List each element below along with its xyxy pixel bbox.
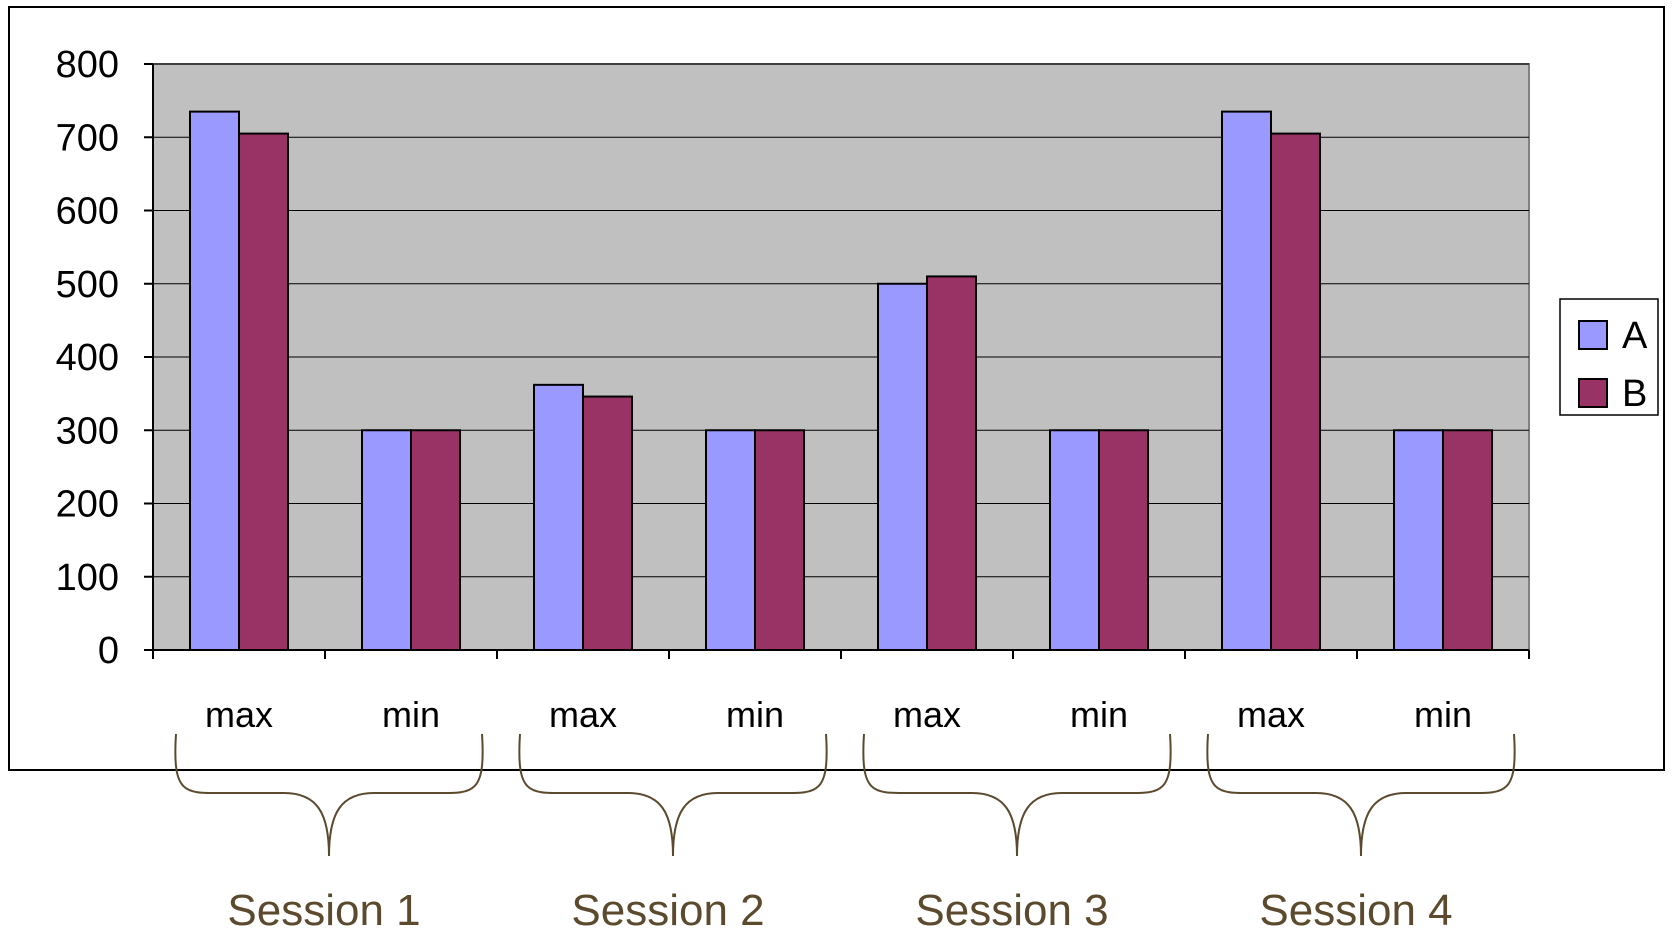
x-tick-label-min: min [1070,694,1128,735]
y-tick-label: 800 [56,44,119,86]
session-labels: Session 1 Session 2 Session 3 Session 4 [227,886,1452,930]
session-brackets [174,733,1516,857]
bar-B-min [410,429,461,651]
session-label: Session 3 [915,886,1108,930]
bar-B-min [1098,429,1149,651]
y-tick-label: 700 [56,117,119,159]
y-tick-label: 300 [56,410,119,452]
y-tick-labels: 0 100 200 300 400 500 600 700 800 [56,44,119,672]
axis-ticks [144,63,1530,659]
bars [189,110,1493,652]
session-bracket [1206,733,1516,857]
bar-A-min [1393,429,1444,651]
y-tick-label: 500 [56,264,119,306]
legend-label-B: B [1622,373,1647,415]
x-tick-labels: max min max min max min max min [205,694,1472,735]
bar-A-min [1049,429,1100,651]
x-tick-label-min: min [726,694,784,735]
session-bracket [518,733,828,857]
bar-B-min [1442,429,1493,651]
session-label: Session 4 [1259,886,1452,930]
y-tick-label: 400 [56,337,119,379]
bar-B-min [754,429,805,651]
bar-B-max [582,395,633,651]
legend-swatch-A [1578,320,1608,350]
legend-swatch-B [1578,378,1608,408]
bar-A-max [533,383,584,651]
session-label: Session 1 [227,886,420,930]
session-bracket [174,733,484,857]
x-tick-label-min: min [382,694,440,735]
x-tick-label-min: min [1414,694,1472,735]
session-bracket [862,733,1172,857]
bar-B-max [926,275,977,651]
y-tick-label: 600 [56,191,119,233]
legend-label-A: A [1622,315,1648,357]
bar-A-min [361,429,412,651]
x-tick-label-max: max [893,694,961,735]
legend: AB [1559,298,1659,416]
y-tick-label: 200 [56,484,119,526]
bar-A-max [1221,110,1272,652]
bar-B-max [238,132,289,651]
y-tick-label: 100 [56,557,119,599]
session-label: Session 2 [571,886,764,930]
bar-A-max [189,110,240,652]
bar-A-min [705,429,756,651]
bar-B-max [1270,132,1321,651]
y-tick-label: 0 [98,630,119,672]
x-tick-label-max: max [1237,694,1305,735]
x-tick-label-max: max [205,694,273,735]
x-tick-label-max: max [549,694,617,735]
bar-A-max [877,282,928,651]
legend-box [1559,298,1659,416]
